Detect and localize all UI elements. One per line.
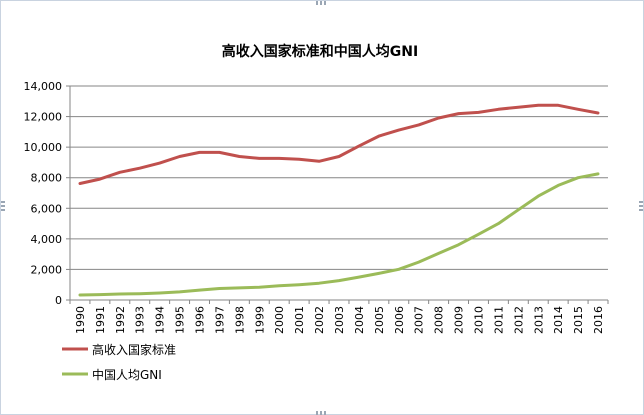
x-tick-label: 1992 <box>114 306 127 334</box>
x-tick-label: 2007 <box>413 306 426 334</box>
x-tick-label: 2003 <box>333 306 346 334</box>
x-tick-label: 1997 <box>213 306 226 334</box>
series-lines <box>78 103 600 297</box>
x-tick-label: 1996 <box>194 306 207 334</box>
x-axis: 1990 1991 1992 1993 1994 1995 1996 1997 1998 1999… <box>69 299 609 334</box>
x-tick-label: 2006 <box>393 306 406 334</box>
x-tick-label: 2008 <box>433 306 446 334</box>
x-tick-label: 1990 <box>74 306 87 334</box>
series-line-0 <box>78 103 600 185</box>
legend-label-1: 中国人均GNI <box>92 367 162 382</box>
x-tick-label: 1995 <box>174 306 187 334</box>
y-tick-label: 6,000 <box>31 202 63 215</box>
x-tick-label: 2010 <box>472 306 485 334</box>
x-tick-label: 2002 <box>313 306 326 334</box>
y-tick-label: 2,000 <box>31 263 63 276</box>
x-tick-label: 2000 <box>273 306 286 334</box>
x-tick-label: 1991 <box>94 306 107 334</box>
bottom-resize-handle[interactable] <box>316 411 328 415</box>
legend-label-0: 高收入国家标准 <box>92 342 176 357</box>
x-tick-label: 2013 <box>532 306 545 334</box>
gridlines <box>70 85 608 270</box>
top-resize-handle[interactable] <box>316 1 328 5</box>
x-tick-label: 2012 <box>512 306 525 334</box>
x-tick-label: 2004 <box>353 306 366 334</box>
x-tick-label: 1998 <box>233 306 246 334</box>
y-axis: 0 2,000 4,000 6,000 8,000 10,000 12,000 14,000 <box>24 80 71 307</box>
y-tick-label: 4,000 <box>31 233 63 246</box>
right-resize-handle[interactable] <box>639 201 643 213</box>
y-tick-label: 14,000 <box>24 80 63 93</box>
chart-title: 高收入国家标准和中国人均GNI <box>222 43 418 60</box>
x-tick-label: 2009 <box>453 306 466 334</box>
x-tick-label: 2016 <box>592 306 605 334</box>
left-resize-handle[interactable] <box>1 201 5 213</box>
y-tick-label: 8,000 <box>31 172 63 185</box>
x-tick-label: 2001 <box>293 306 306 334</box>
y-tick-label: 12,000 <box>24 111 63 124</box>
x-tick-label: 2005 <box>373 306 386 334</box>
x-tick-label: 2014 <box>552 306 565 334</box>
x-tick-label: 1994 <box>154 306 167 334</box>
x-tick-label: 1993 <box>134 306 147 334</box>
x-tick-label: 2015 <box>572 306 585 334</box>
y-tick-label: 10,000 <box>24 141 63 154</box>
x-tick-label: 1999 <box>253 306 266 334</box>
x-tick-label: 2011 <box>492 306 505 334</box>
y-tick-label: 0 <box>55 294 62 307</box>
series-line-1 <box>78 172 600 297</box>
